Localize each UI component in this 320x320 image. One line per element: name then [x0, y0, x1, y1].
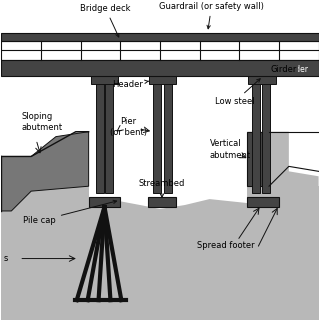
Text: Pile cap: Pile cap — [23, 200, 116, 225]
Bar — [89, 197, 120, 207]
Text: Sloping
abutment: Sloping abutment — [21, 112, 62, 132]
Polygon shape — [1, 132, 89, 211]
Text: Girder: Girder — [270, 65, 297, 74]
Bar — [247, 197, 279, 207]
Bar — [89, 186, 247, 320]
Bar — [164, 76, 172, 193]
Bar — [252, 76, 260, 193]
Bar — [1, 33, 319, 41]
Polygon shape — [1, 132, 89, 320]
Text: Vertical
abutment: Vertical abutment — [210, 140, 251, 160]
Bar — [1, 186, 319, 320]
Bar — [148, 197, 176, 207]
Text: Spread footer: Spread footer — [197, 241, 254, 250]
Bar — [91, 76, 118, 84]
Bar — [153, 76, 161, 193]
Text: Guardrail (or safety wall): Guardrail (or safety wall) — [159, 2, 264, 29]
Bar — [96, 76, 103, 193]
Bar — [106, 76, 113, 193]
Polygon shape — [247, 132, 269, 186]
Text: Header: Header — [112, 80, 149, 89]
Text: Bridge deck: Bridge deck — [80, 4, 131, 37]
Bar — [1, 60, 319, 76]
Text: Low steel: Low steel — [214, 79, 260, 107]
Text: Girder: Girder — [285, 65, 309, 74]
Text: Streambed: Streambed — [139, 179, 185, 197]
Bar — [1, 41, 319, 60]
Text: s: s — [4, 254, 8, 263]
Polygon shape — [247, 132, 319, 320]
Bar — [149, 76, 176, 84]
Bar — [248, 76, 276, 84]
Polygon shape — [89, 199, 247, 320]
Text: Pier
(or bent): Pier (or bent) — [110, 117, 147, 137]
Bar — [262, 76, 270, 193]
